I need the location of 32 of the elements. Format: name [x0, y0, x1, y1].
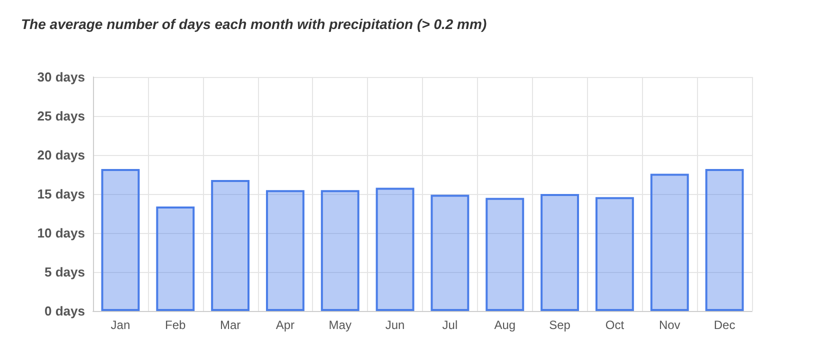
y-tick-label: 25 days	[37, 108, 85, 124]
y-tick-label: 10 days	[37, 226, 85, 240]
bar	[156, 206, 195, 311]
y-tick-label: 20 days	[37, 148, 85, 162]
x-tick-label: Feb	[165, 318, 186, 332]
y-tick-label: 0 days	[44, 304, 85, 318]
bar	[486, 198, 524, 311]
bar	[650, 174, 689, 311]
bar	[266, 190, 304, 311]
x-tick-label: Dec	[714, 318, 736, 332]
x-tick-label: May	[328, 318, 352, 332]
x-tick-label: Oct	[605, 318, 625, 332]
bar	[376, 188, 414, 311]
x-tick-label: Mar	[220, 318, 241, 332]
x-tick-label: Jan	[110, 318, 130, 332]
x-tick-label: Aug	[494, 318, 516, 332]
x-tick-label: Nov	[658, 318, 680, 332]
x-tick-label: Sep	[549, 318, 571, 332]
bar	[595, 197, 634, 311]
y-tick-label: 15 days	[37, 186, 85, 202]
bar	[211, 180, 250, 311]
bar	[430, 194, 470, 311]
bar	[101, 169, 140, 311]
x-tick-label: Jun	[385, 318, 405, 332]
chart-title: The average number of days each month with precipitation (> 0.2 mm)	[21, 16, 487, 32]
y-tick-label: 30 days	[37, 70, 85, 84]
x-tick-label: Jul	[442, 318, 458, 332]
bar	[540, 194, 580, 311]
x-tick-label: Apr	[276, 318, 295, 332]
bar	[320, 190, 360, 311]
y-tick-label: 5 days	[44, 264, 85, 280]
bar	[705, 169, 744, 311]
